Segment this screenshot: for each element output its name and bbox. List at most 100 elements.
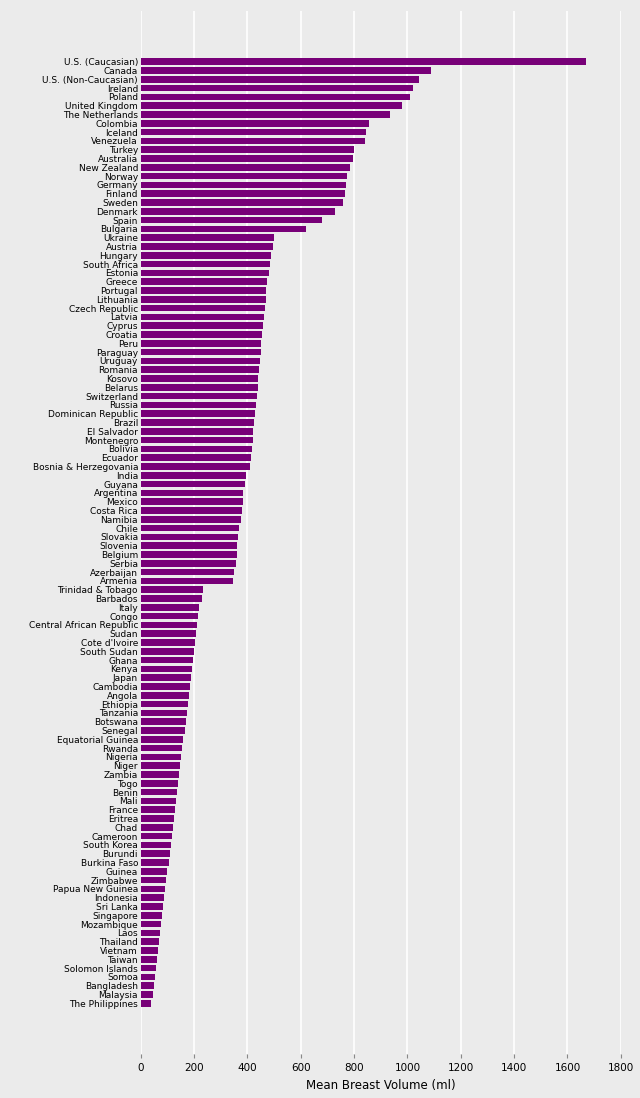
Bar: [141, 586, 204, 593]
Bar: [141, 279, 268, 285]
Bar: [141, 771, 179, 777]
Bar: [141, 692, 189, 698]
Bar: [141, 569, 234, 575]
Bar: [141, 181, 346, 188]
Bar: [141, 833, 172, 840]
Bar: [141, 736, 184, 742]
Bar: [141, 639, 195, 646]
Bar: [141, 578, 233, 584]
Bar: [141, 877, 166, 884]
Bar: [141, 630, 196, 637]
Bar: [141, 956, 157, 963]
Bar: [141, 323, 263, 329]
Bar: [141, 428, 253, 435]
Bar: [141, 762, 180, 769]
Bar: [141, 718, 186, 725]
Bar: [141, 463, 250, 470]
Bar: [141, 253, 271, 259]
Bar: [141, 455, 251, 461]
Bar: [141, 797, 176, 804]
Bar: [141, 788, 177, 795]
Bar: [141, 446, 252, 452]
Bar: [141, 895, 164, 901]
Bar: [141, 296, 266, 303]
Bar: [141, 349, 260, 356]
Bar: [141, 270, 269, 277]
Bar: [141, 912, 162, 919]
Bar: [141, 288, 266, 294]
Bar: [141, 665, 192, 672]
Bar: [141, 860, 168, 866]
Bar: [141, 534, 238, 540]
Bar: [141, 376, 258, 382]
Bar: [141, 146, 354, 153]
Bar: [141, 261, 270, 268]
Bar: [141, 516, 241, 523]
Bar: [141, 120, 369, 126]
Bar: [141, 780, 178, 786]
Bar: [141, 111, 390, 117]
Bar: [141, 76, 419, 82]
Bar: [141, 234, 274, 240]
Bar: [141, 657, 193, 663]
Bar: [141, 305, 265, 312]
Bar: [141, 648, 194, 654]
Bar: [141, 991, 152, 998]
Bar: [141, 983, 154, 989]
Bar: [141, 498, 243, 505]
Bar: [141, 525, 239, 531]
Bar: [141, 595, 202, 602]
Bar: [141, 137, 365, 144]
Bar: [141, 437, 253, 444]
Bar: [141, 225, 306, 232]
Bar: [141, 358, 260, 365]
Bar: [141, 411, 255, 417]
Bar: [141, 419, 254, 426]
Bar: [141, 613, 198, 619]
Bar: [141, 393, 257, 400]
Bar: [141, 172, 348, 179]
Bar: [141, 67, 431, 74]
Bar: [141, 208, 335, 214]
Bar: [141, 551, 237, 558]
Bar: [141, 806, 175, 813]
Bar: [141, 340, 261, 347]
Bar: [141, 753, 181, 760]
Bar: [141, 58, 586, 65]
Bar: [141, 621, 197, 628]
Bar: [141, 921, 161, 928]
Bar: [141, 886, 165, 893]
Bar: [141, 216, 322, 223]
Bar: [141, 560, 236, 567]
Bar: [141, 604, 200, 610]
Bar: [141, 472, 246, 479]
Bar: [141, 384, 257, 391]
Bar: [141, 701, 188, 707]
Bar: [141, 709, 187, 716]
Bar: [141, 948, 158, 954]
X-axis label: Mean Breast Volume (ml): Mean Breast Volume (ml): [306, 1078, 456, 1091]
Bar: [141, 851, 170, 858]
Bar: [141, 825, 173, 831]
Bar: [141, 744, 182, 751]
Bar: [141, 481, 244, 488]
Bar: [141, 683, 190, 690]
Bar: [141, 244, 273, 250]
Bar: [141, 939, 159, 945]
Bar: [141, 1000, 152, 1007]
Bar: [141, 93, 410, 100]
Bar: [141, 85, 413, 91]
Bar: [141, 930, 160, 937]
Bar: [141, 507, 242, 514]
Bar: [141, 314, 264, 321]
Bar: [141, 674, 191, 681]
Bar: [141, 367, 259, 373]
Bar: [141, 490, 243, 496]
Bar: [141, 164, 350, 170]
Bar: [141, 815, 174, 821]
Bar: [141, 402, 256, 408]
Bar: [141, 155, 353, 161]
Bar: [141, 542, 237, 549]
Bar: [141, 974, 155, 981]
Bar: [141, 842, 171, 849]
